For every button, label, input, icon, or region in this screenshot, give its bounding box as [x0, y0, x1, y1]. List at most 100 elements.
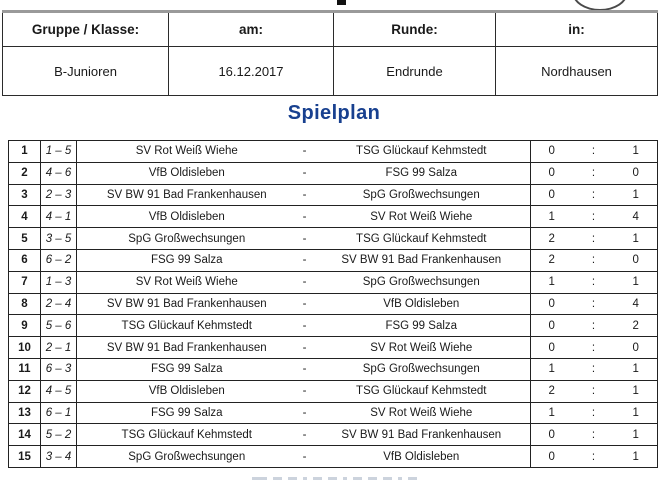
away-team: VfB Oldisleben	[312, 445, 531, 468]
match-number: 12	[8, 379, 41, 403]
home-score: 2	[530, 248, 573, 272]
away-team: TSG Glückauf Kehmstedt	[312, 379, 531, 403]
info-value-in: Nordhausen	[495, 46, 658, 96]
info-value-runde: Endrunde	[333, 46, 496, 96]
match-number: 11	[8, 357, 41, 381]
away-score: 1	[614, 401, 658, 425]
home-score: 1	[530, 401, 573, 425]
match-number: 4	[8, 205, 41, 229]
score-colon: :	[572, 292, 615, 316]
score-colon: :	[572, 314, 615, 338]
match-number: 7	[8, 270, 41, 294]
home-score: 2	[530, 379, 573, 403]
score-colon: :	[572, 140, 615, 163]
pairing-code: 6 – 3	[40, 357, 77, 381]
match-number: 9	[8, 314, 41, 338]
score-colon: :	[572, 205, 615, 229]
pairing-code: 6 – 2	[40, 248, 77, 272]
score-colon: :	[572, 445, 615, 468]
team-separator: -	[296, 270, 313, 294]
pairing-code: 2 – 1	[40, 336, 77, 359]
score-colon: :	[572, 227, 615, 250]
match-number: 8	[8, 292, 41, 316]
away-team: SpG Großwechsungen	[312, 183, 531, 207]
match-number: 5	[8, 227, 41, 250]
away-team: SV Rot Weiß Wiehe	[312, 205, 531, 229]
away-team: SV Rot Weiß Wiehe	[312, 401, 531, 425]
match-number: 15	[8, 445, 41, 468]
home-score: 0	[530, 445, 573, 468]
home-team: SV BW 91 Bad Frankenhausen	[76, 336, 297, 359]
home-score: 2	[530, 227, 573, 250]
team-separator: -	[296, 401, 313, 425]
pairing-code: 2 – 4	[40, 292, 77, 316]
info-header-runde: Runde:	[333, 10, 496, 47]
away-score: 1	[614, 423, 658, 447]
home-score: 0	[530, 140, 573, 163]
home-team: SpG Großwechsungen	[76, 445, 297, 468]
away-score: 0	[614, 248, 658, 272]
team-separator: -	[296, 314, 313, 338]
home-team: SV BW 91 Bad Frankenhausen	[76, 292, 297, 316]
away-team: SV Rot Weiß Wiehe	[312, 336, 531, 359]
team-separator: -	[296, 357, 313, 381]
team-separator: -	[296, 423, 313, 447]
info-header-in: in:	[495, 10, 658, 47]
team-separator: -	[296, 445, 313, 468]
team-separator: -	[296, 205, 313, 229]
cropped-next-heading-fragment	[0, 477, 668, 484]
away-score: 4	[614, 205, 658, 229]
away-score: 1	[614, 227, 658, 250]
away-team: VfB Oldisleben	[312, 292, 531, 316]
home-score: 1	[530, 357, 573, 381]
away-score: 4	[614, 292, 658, 316]
home-team: VfB Oldisleben	[76, 161, 297, 185]
score-colon: :	[572, 336, 615, 359]
info-value-row: B-Junioren 16.12.2017 Endrunde Nordhause…	[2, 46, 658, 96]
info-value-am: 16.12.2017	[168, 46, 334, 96]
team-separator: -	[296, 336, 313, 359]
score-colon: :	[572, 401, 615, 425]
away-score: 1	[614, 270, 658, 294]
info-header-am: am:	[168, 10, 334, 47]
match-row: 13 6 – 1 FSG 99 Salza - SV Rot Weiß Wiehe 1:1	[8, 401, 658, 425]
pairing-code: 1 – 3	[40, 270, 77, 294]
away-score: 2	[614, 314, 658, 338]
pairing-code: 6 – 1	[40, 401, 77, 425]
pairing-code: 5 – 2	[40, 423, 77, 447]
match-number: 3	[8, 183, 41, 207]
home-score: 0	[530, 161, 573, 185]
away-team: TSG Glückauf Kehmstedt	[312, 140, 531, 163]
info-header-row: Gruppe / Klasse: am: Runde: in:	[2, 10, 658, 47]
match-number: 6	[8, 248, 41, 272]
pairing-code: 3 – 4	[40, 445, 77, 468]
home-score: 0	[530, 292, 573, 316]
pairing-code: 2 – 3	[40, 183, 77, 207]
home-score: 0	[530, 314, 573, 338]
pairing-code: 4 – 6	[40, 161, 77, 185]
home-team: FSG 99 Salza	[76, 357, 297, 381]
team-separator: -	[296, 379, 313, 403]
match-row: 15 3 – 4 SpG Großwechsungen - VfB Oldisleben…	[8, 445, 658, 468]
section-title-spielplan: Spielplan	[287, 102, 381, 124]
score-colon: :	[572, 357, 615, 381]
match-number: 10	[8, 336, 41, 359]
away-score: 1	[614, 140, 658, 163]
pairing-code: 4 – 5	[40, 379, 77, 403]
home-team: SV Rot Weiß Wiehe	[76, 140, 297, 163]
home-score: 1	[530, 270, 573, 294]
match-row: 14 5 – 2 TSG Glückauf Kehmstedt - SV BW 91 B…	[8, 423, 658, 447]
team-separator: -	[296, 292, 313, 316]
away-team: FSG 99 Salza	[312, 314, 531, 338]
match-info-table: Gruppe / Klasse: am: Runde: in: B-Junior…	[2, 10, 658, 96]
team-separator: -	[296, 161, 313, 185]
